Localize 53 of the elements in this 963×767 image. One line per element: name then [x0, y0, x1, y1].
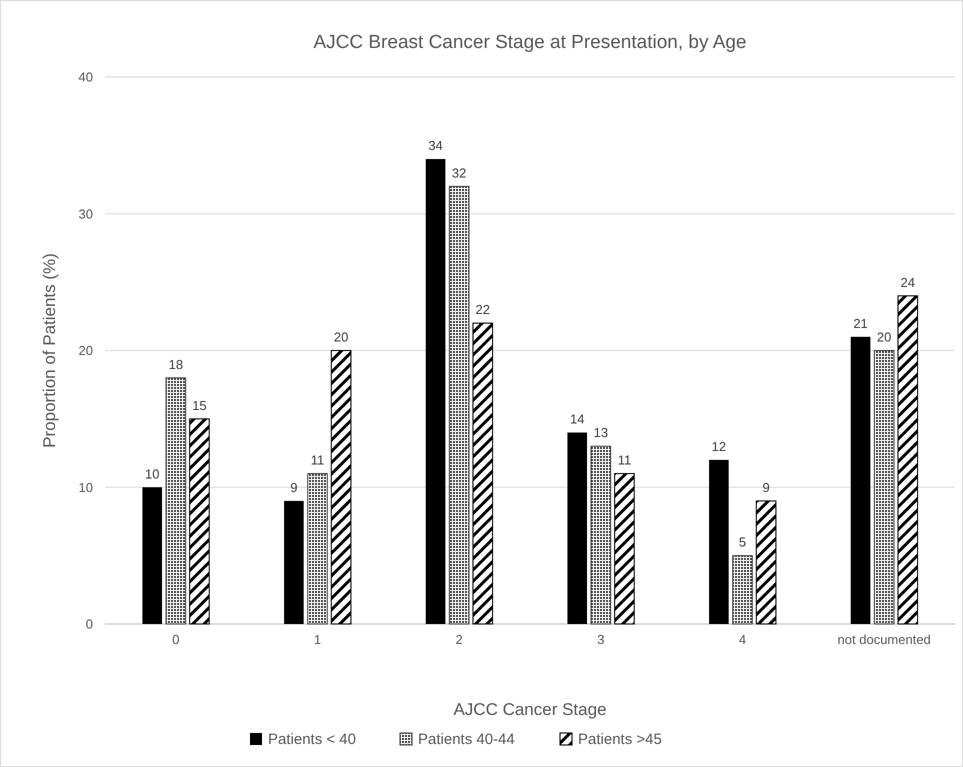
- bar: [567, 432, 588, 624]
- data-label: 11: [618, 452, 632, 468]
- x-axis-title: AJCC Cancer Stage: [453, 700, 607, 719]
- bar: [897, 295, 918, 624]
- data-label: 11: [310, 452, 324, 468]
- bar: [614, 473, 635, 624]
- data-label: 18: [168, 356, 184, 372]
- x-tick-label: 2: [456, 632, 463, 647]
- bar: [590, 446, 612, 624]
- data-label: 9: [290, 480, 298, 495]
- x-tick-label: 4: [738, 632, 746, 647]
- bar: [709, 460, 729, 624]
- legend-label: Patients < 40: [268, 731, 356, 748]
- bar: [330, 350, 352, 624]
- bar: [850, 336, 870, 624]
- legend-label: Patients >45: [578, 731, 662, 748]
- data-label: 15: [192, 398, 207, 413]
- data-label: 24: [900, 274, 916, 290]
- data-label: 10: [144, 466, 160, 482]
- y-tick-label: 20: [78, 343, 93, 358]
- bar: [448, 186, 470, 624]
- data-label: 20: [876, 330, 892, 344]
- bar: [142, 487, 162, 624]
- data-label: 32: [452, 165, 466, 180]
- legend-label: Patients 40-44: [418, 731, 515, 748]
- chart-title: AJCC Breast Cancer Stage at Presentation, by Age: [313, 32, 747, 53]
- y-axis-title: Proportion of Patients (%): [40, 253, 59, 448]
- bar: [426, 159, 446, 624]
- bar: [732, 555, 753, 624]
- data-label: 14: [570, 412, 584, 427]
- x-tick-label: not documented: [838, 632, 931, 647]
- data-label: 20: [334, 330, 348, 344]
- data-label: 12: [712, 438, 726, 454]
- data-label: 34: [428, 138, 443, 154]
- data-label: 13: [594, 425, 608, 440]
- x-tick-label: 0: [172, 632, 180, 647]
- y-tick-label: 10: [78, 480, 93, 495]
- bar: [166, 377, 186, 624]
- bar: [189, 418, 210, 624]
- x-tick-label: 3: [597, 632, 604, 647]
- bar: [307, 473, 328, 624]
- data-label: 9: [762, 480, 770, 495]
- y-tick-label: 40: [78, 70, 93, 85]
- bar: [756, 500, 776, 624]
- x-tick-label: 1: [314, 632, 322, 647]
- data-label: 5: [738, 534, 746, 550]
- bar: [472, 322, 494, 624]
- y-tick-label: 0: [86, 616, 93, 632]
- data-label: 21: [853, 316, 868, 331]
- bar: [874, 350, 894, 624]
- y-tick-label: 30: [78, 206, 93, 222]
- bar: [284, 500, 304, 624]
- data-label: 22: [476, 302, 490, 318]
